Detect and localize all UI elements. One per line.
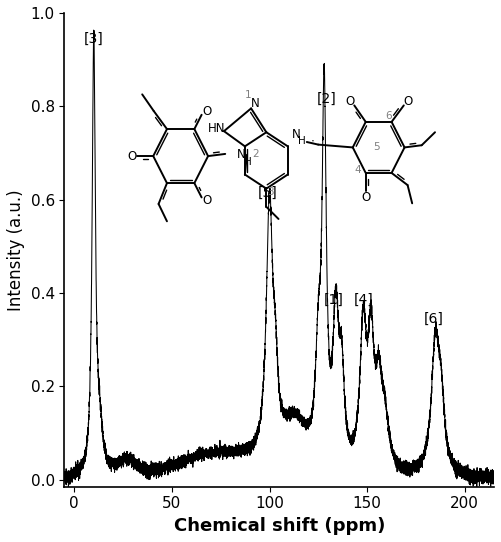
Text: 3: 3 — [268, 186, 274, 197]
Text: O: O — [202, 105, 211, 118]
Y-axis label: Intensity (a.u.): Intensity (a.u.) — [7, 189, 25, 311]
Text: [2]: [2] — [316, 92, 336, 106]
Text: N: N — [252, 96, 260, 109]
Text: O: O — [403, 94, 412, 107]
Text: [6]: [6] — [423, 312, 443, 326]
Text: O: O — [361, 191, 370, 204]
Text: 1: 1 — [245, 89, 252, 100]
Text: [5]: [5] — [258, 186, 278, 199]
Text: 6: 6 — [385, 111, 391, 121]
X-axis label: Chemical shift (ppm): Chemical shift (ppm) — [173, 517, 385, 535]
Text: 5: 5 — [373, 143, 380, 152]
Text: 4: 4 — [354, 165, 361, 175]
Text: O: O — [127, 150, 136, 163]
Text: N: N — [292, 128, 301, 141]
Text: H: H — [244, 157, 252, 167]
Text: O: O — [202, 195, 211, 208]
Text: O: O — [345, 94, 354, 107]
Text: [1]: [1] — [324, 293, 344, 307]
Text: [4]: [4] — [353, 293, 373, 307]
Text: 2: 2 — [253, 149, 259, 159]
Text: H: H — [299, 136, 306, 146]
Text: [3]: [3] — [84, 31, 104, 46]
Text: N: N — [237, 149, 245, 162]
Text: HN: HN — [207, 122, 225, 136]
